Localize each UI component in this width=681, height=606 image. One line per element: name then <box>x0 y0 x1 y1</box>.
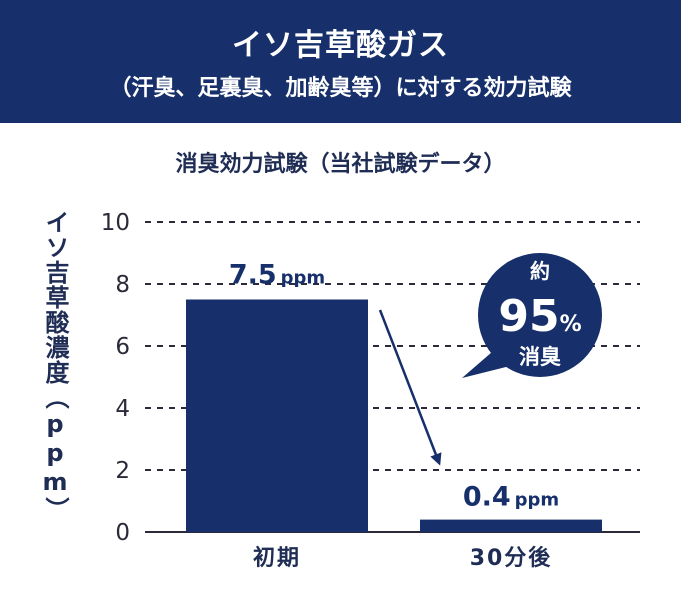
badge-percent: 95% <box>498 291 581 342</box>
data-label: 0.4 ppm <box>463 482 559 513</box>
banner-title: イソ吉草酸ガス <box>232 28 449 63</box>
chart-title: 消臭効力試験（当社試験データ） <box>175 152 506 177</box>
badge-line3: 消臭 <box>519 345 561 369</box>
x-category-label: 30分後 <box>470 545 553 571</box>
badge-unit: % <box>560 312 582 337</box>
reduction-badge: 約 95% 消臭 <box>462 253 602 378</box>
y-tick-label: 6 <box>115 334 130 360</box>
x-category-label: 初期 <box>253 545 301 571</box>
y-tick-label: 10 <box>101 210 130 236</box>
data-label: 7.5 ppm <box>229 260 325 291</box>
y-axis-label: イソ吉草酸濃度（ppm） <box>41 210 69 522</box>
y-tick-label: 4 <box>115 396 130 422</box>
badge-number: 95 <box>498 291 559 342</box>
decrease-arrow <box>378 309 442 466</box>
bar-2 <box>420 519 602 532</box>
header-banner: イソ吉草酸ガス （汗臭、足裏臭、加齢臭等）に対する効力試験 <box>0 0 681 123</box>
y-tick-label: 2 <box>115 458 130 484</box>
y-tick-label: 0 <box>115 520 130 546</box>
banner-subtitle: （汗臭、足裏臭、加齢臭等）に対する効力試験 <box>109 76 572 101</box>
badge-line1: 約 <box>530 259 550 283</box>
y-tick-label: 8 <box>115 272 130 298</box>
bar-1 <box>186 299 368 532</box>
